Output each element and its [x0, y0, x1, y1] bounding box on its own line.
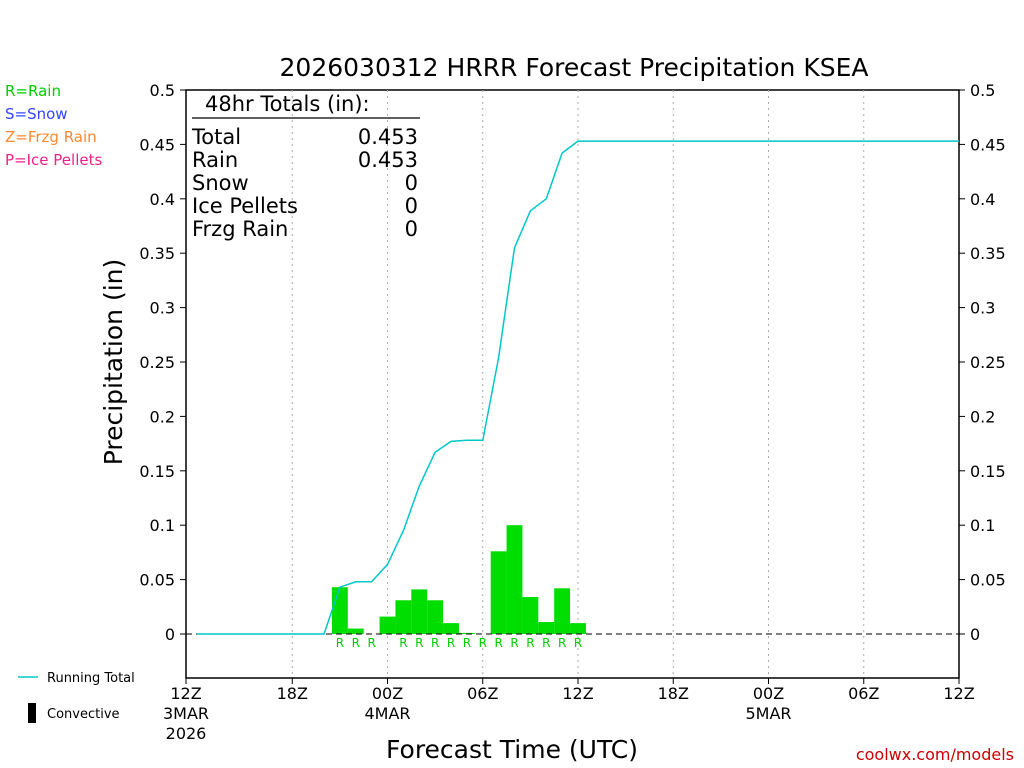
totals-row-value: 0 [405, 171, 418, 195]
ptype-label: R [558, 636, 566, 650]
ptype-label: R [542, 636, 550, 650]
precip-bar [443, 623, 459, 634]
totals-row-label: Ice Pellets [192, 194, 298, 218]
totals-row-value: 0 [405, 194, 418, 218]
ptype-label: R [367, 636, 375, 650]
y-tick-label-right: 0.45 [970, 135, 1006, 154]
y-tick-label-right: 0.05 [970, 571, 1006, 590]
y-tick-label-right: 0.35 [970, 244, 1006, 263]
totals-row-value: 0 [405, 217, 418, 241]
legend-entry-label: Convective [47, 707, 120, 722]
type-legend-entry: Z=Frzg Rain [5, 128, 97, 146]
totals-row-value: 0.453 [358, 148, 418, 172]
ptype-label: R [510, 636, 518, 650]
x-tick-label: 12Z [170, 684, 201, 703]
type-legend-entry: S=Snow [5, 105, 68, 123]
ptype-label: R [431, 636, 439, 650]
x-tick-label: 00Z [753, 684, 784, 703]
y-tick-label-left: 0.2 [150, 407, 175, 426]
y-tick-label-right: 0.15 [970, 462, 1006, 481]
y-tick-label-left: 0 [165, 625, 175, 644]
precip-bar [506, 525, 523, 634]
ptype-label: R [526, 636, 534, 650]
precip-bar [490, 551, 507, 634]
precip-bar [331, 587, 348, 634]
credit-text: coolwx.com/models [856, 745, 1014, 764]
precip-bar [570, 623, 586, 634]
grid-lines [291, 90, 865, 678]
x-tick-label: 18Z [658, 684, 689, 703]
ptype-label: R [494, 636, 502, 650]
precip-bar [538, 622, 555, 634]
x-tick-label: 18Z [277, 684, 308, 703]
running-total-line [197, 140, 959, 635]
x-tick-date: 3MAR [163, 704, 209, 723]
ptype-label: R [399, 636, 407, 650]
ptype-label: R [336, 636, 344, 650]
ptype-label: R [415, 636, 423, 650]
y-tick-label-left: 0.5 [150, 81, 175, 100]
ptype-label: R [447, 636, 455, 650]
precip-bar [379, 616, 396, 634]
y-tick-label-right: 0.5 [970, 81, 995, 100]
y-tick-label-right: 0.2 [970, 407, 995, 426]
chart-title: 2026030312 HRRR Forecast Precipitation K… [280, 53, 869, 82]
x-axis-label: Forecast Time (UTC) [386, 735, 638, 764]
totals-row-label: Snow [192, 171, 249, 195]
y-tick-label-left: 0.15 [139, 462, 175, 481]
y-tick-label-left: 0.45 [139, 135, 175, 154]
x-tick-date: 4MAR [364, 704, 410, 723]
convective-bars [331, 525, 586, 634]
precip-bar [427, 600, 444, 634]
x-tick-label: 06Z [848, 684, 879, 703]
x-tick-label: 00Z [372, 684, 403, 703]
y-axis-ticks: 0 00.05 0.050.1 0.10.15 0.150.2 0.20.25 0.250.… [139, 81, 1005, 644]
precip-bar [395, 600, 412, 634]
ptype-label: R [574, 636, 582, 650]
ptype-label: R [479, 636, 487, 650]
legend-entry-label: Running Total [47, 671, 135, 686]
x-tick-label: 12Z [943, 684, 974, 703]
totals-heading: 48hr Totals (in): [205, 92, 370, 116]
x-tick-year: 2026 [166, 724, 207, 743]
y-tick-label-left: 0.05 [139, 571, 175, 590]
totals-row-label: Rain [192, 148, 238, 172]
legend-bar-swatch [28, 703, 36, 723]
x-tick-label: 12Z [562, 684, 593, 703]
ptype-label: R [352, 636, 360, 650]
y-tick-label-left: 0.4 [150, 190, 175, 209]
y-tick-label-right: 0.3 [970, 299, 995, 318]
type-legend-entry: R=Rain [5, 82, 61, 100]
type-legend-entry: P=Ice Pellets [5, 151, 102, 169]
precip-bar [411, 589, 428, 634]
plot-frame [185, 89, 960, 679]
series-legend: Running Total Convective [18, 671, 135, 723]
y-tick-label-right: 0.4 [970, 190, 995, 209]
totals-row-value: 0.453 [358, 125, 418, 149]
y-tick-label-right: 0.25 [970, 353, 1006, 372]
y-tick-label-left: 0.3 [150, 299, 175, 318]
x-tick-label: 06Z [467, 684, 498, 703]
totals-row-label: Frzg Rain [192, 217, 288, 241]
x-tick-date: 5MAR [745, 704, 791, 723]
totals-row-label: Total [191, 125, 241, 149]
y-tick-label-left: 0.1 [150, 516, 175, 535]
precip-bar [347, 628, 364, 634]
ptype-label: R [463, 636, 471, 650]
y-tick-label-left: 0.25 [139, 353, 175, 372]
y-tick-label-left: 0.35 [139, 244, 175, 263]
y-axis-label: Precipitation (in) [99, 259, 128, 466]
totals-box: 48hr Totals (in): Total 0.453 Rain 0.453 Snow… [191, 92, 420, 241]
precip-type-legend: R=Rain S=Snow Z=Frzg Rain P=Ice Pellets [5, 82, 102, 169]
precip-bar [458, 632, 475, 634]
precip-bar [522, 597, 539, 634]
y-tick-label-right: 0.1 [970, 516, 995, 535]
precip-bar [554, 588, 571, 634]
y-tick-label-right: 0 [970, 625, 980, 644]
